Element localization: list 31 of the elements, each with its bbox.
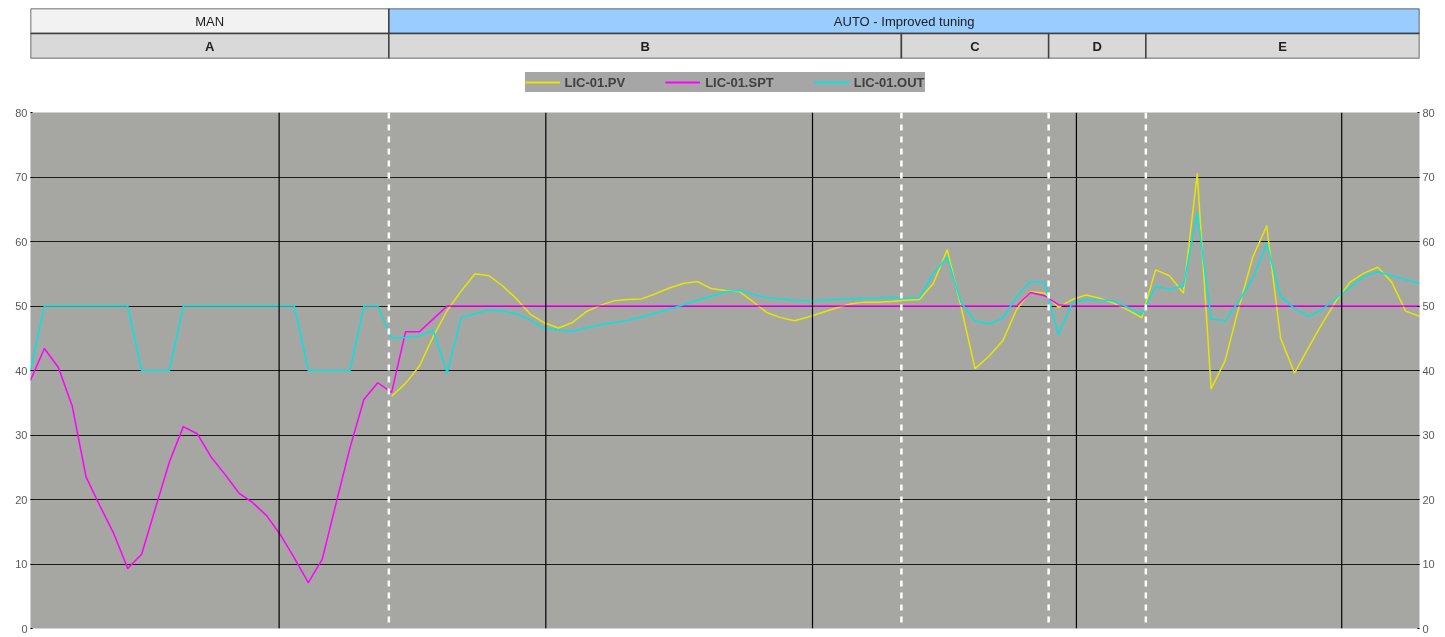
y2-tick-label: 50: [1422, 300, 1435, 312]
y2-tick-label: 40: [1422, 364, 1435, 377]
text: B: [640, 38, 650, 54]
y2-tick-label: 70: [1422, 171, 1435, 183]
text: C: [970, 38, 981, 54]
legend-label: LIC-01.SPT: [705, 74, 774, 90]
line-series: [30, 212, 1420, 374]
y2-tick-label: 30: [1422, 429, 1435, 441]
y2-tick-label: 10: [1422, 558, 1435, 570]
text: D: [1092, 38, 1102, 54]
y-tick-label: 10: [15, 558, 28, 570]
legend-label: LIC-01.PV: [564, 74, 626, 90]
y2-tick-label: 80: [1422, 106, 1435, 119]
y-tick-label: 0: [21, 622, 28, 635]
y-tick-label: 40: [15, 364, 28, 377]
y-tick-label: 50: [15, 300, 28, 312]
y2-tick-label: 60: [1422, 235, 1435, 248]
y-tick-label: 70: [15, 171, 28, 183]
text: A: [204, 38, 215, 54]
text: AUTO - Improved tuning: [833, 13, 975, 29]
text: E: [1278, 38, 1288, 54]
y2-tick-label: 0: [1422, 622, 1429, 635]
legend-label: LIC-01.OUT: [853, 74, 925, 90]
text: MAN: [195, 13, 225, 29]
line-series: [30, 291, 1420, 584]
y-tick-label: 80: [15, 106, 28, 119]
y-tick-label: 60: [15, 235, 28, 248]
y-tick-label: 20: [15, 493, 28, 506]
line-series: [390, 173, 1420, 398]
y-tick-label: 30: [15, 429, 28, 441]
y2-tick-label: 20: [1422, 493, 1435, 506]
